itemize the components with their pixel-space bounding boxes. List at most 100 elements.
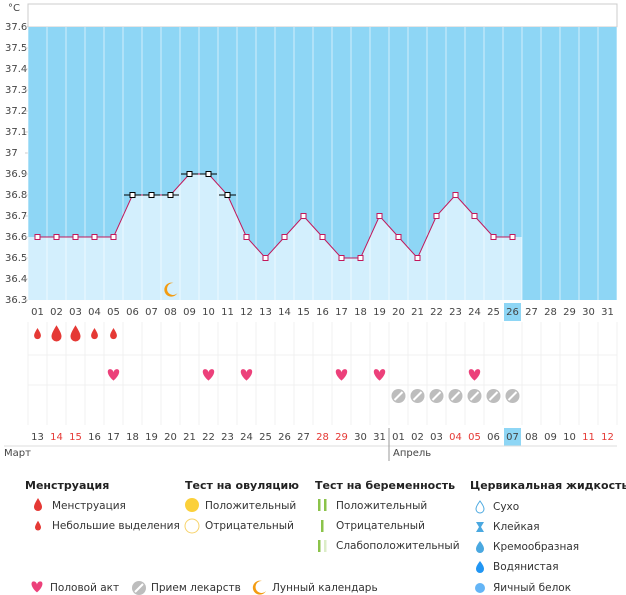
cycle-date: 20 [164, 432, 177, 443]
y-tick-label: 37.2 [5, 106, 27, 117]
cycle-date: 25 [259, 432, 272, 443]
cycle-date: 15 [69, 432, 82, 443]
point [490, 234, 497, 240]
legend-item: Яичный белок [493, 582, 571, 594]
x-tick-label: 31 [601, 307, 614, 318]
point [262, 255, 269, 261]
spotting [34, 328, 41, 340]
cycle-date: 27 [297, 432, 310, 443]
y-tick-label: 36.3 [5, 295, 27, 306]
point [281, 234, 288, 240]
x-tick-label: 23 [449, 307, 462, 318]
y-tick-label: 36.9 [5, 169, 27, 180]
cycle-date: 04 [449, 432, 462, 443]
legend-icon [476, 541, 484, 553]
y-tick-label: 36.7 [5, 211, 27, 222]
x-tick-label: 24 [468, 307, 481, 318]
cycle-date: 26 [278, 432, 291, 443]
point [53, 234, 60, 240]
x-tick-label: 12 [240, 307, 253, 318]
legend-item: Положительный [336, 500, 427, 512]
lunar [164, 282, 178, 297]
medication-stripe [450, 391, 461, 401]
x-tick-label: 15 [297, 307, 310, 318]
cycle-date: 23 [221, 432, 234, 443]
point [243, 234, 250, 240]
cycle-date: 03 [430, 432, 443, 443]
intercourse [202, 369, 215, 381]
point [509, 234, 516, 240]
point [395, 234, 402, 240]
legend: Менструация Менструация Небольшие выделе… [25, 479, 626, 595]
cycle-date: 31 [373, 432, 386, 443]
point [110, 234, 117, 240]
y-tick-label: 37 [5, 148, 18, 159]
point [357, 255, 364, 261]
medication-stripe [393, 391, 404, 401]
cycle-date: 29 [335, 432, 348, 443]
x-tick-label: 03 [69, 307, 82, 318]
legend-title: Менструация [25, 479, 109, 492]
legend-icon [252, 580, 266, 595]
intercourse [468, 369, 481, 381]
legend-item: Сухо [493, 501, 519, 513]
intercourse [107, 369, 120, 381]
cycle-date: 24 [240, 432, 253, 443]
month-label: Март [4, 448, 31, 459]
point [300, 213, 307, 219]
point [167, 192, 174, 198]
x-tick-label: 01 [31, 307, 44, 318]
medication-stripe [507, 391, 518, 401]
legend-icon [476, 561, 484, 573]
legend-title: Цервикальная жидкость [470, 479, 626, 492]
x-tick-label: 25 [487, 307, 500, 318]
x-tick-label: 14 [278, 307, 291, 318]
legend-item: Прием лекарств [151, 582, 241, 594]
legend-icon [134, 583, 144, 593]
legend-item: Водянистая [493, 561, 559, 573]
today-date-highlight [504, 428, 521, 446]
x-tick-label: 18 [354, 307, 367, 318]
cycle-date: 12 [601, 432, 614, 443]
medication-stripe [431, 391, 442, 401]
x-tick-label: 07 [145, 307, 158, 318]
legend-item: Слабоположительный [336, 540, 460, 552]
medication-stripe [412, 391, 423, 401]
cycle-date: 09 [544, 432, 557, 443]
x-tick-label: 09 [183, 307, 196, 318]
cycle-date: 30 [354, 432, 367, 443]
unit-label: °C [8, 3, 20, 14]
point [91, 234, 98, 240]
y-tick-label: 37.6 [5, 22, 27, 33]
point [34, 234, 41, 240]
legend-icon [475, 583, 485, 593]
x-tick-label: 21 [411, 307, 424, 318]
legend-icon [324, 540, 327, 552]
cycle-date: 13 [31, 432, 44, 443]
legend-icon [475, 500, 485, 514]
events-area [28, 300, 617, 425]
cycle-date: 14 [50, 432, 63, 443]
x-tick-label: 13 [259, 307, 272, 318]
legend-icon [476, 522, 484, 532]
x-tick-label: 10 [202, 307, 215, 318]
x-tick-label: 30 [582, 307, 595, 318]
cycle-date: 21 [183, 432, 196, 443]
cycle-date: 01 [392, 432, 405, 443]
legend-title: Тест на беременность [315, 479, 455, 492]
point [338, 255, 345, 261]
cycle-date: 18 [126, 432, 139, 443]
y-tick-label: 36.4 [5, 274, 27, 285]
cycle-date: 22 [202, 432, 215, 443]
chart-header [27, 3, 618, 28]
x-tick-label: 04 [88, 307, 101, 318]
intercourse [373, 369, 386, 381]
cycle-date: 05 [468, 432, 481, 443]
spotting [91, 328, 98, 340]
spotting [110, 328, 117, 340]
x-tick-label: 20 [392, 307, 405, 318]
intercourse [335, 369, 348, 381]
legend-icon [185, 498, 199, 512]
x-tick-label: 05 [107, 307, 120, 318]
legend-item: Отрицательный [336, 520, 425, 532]
